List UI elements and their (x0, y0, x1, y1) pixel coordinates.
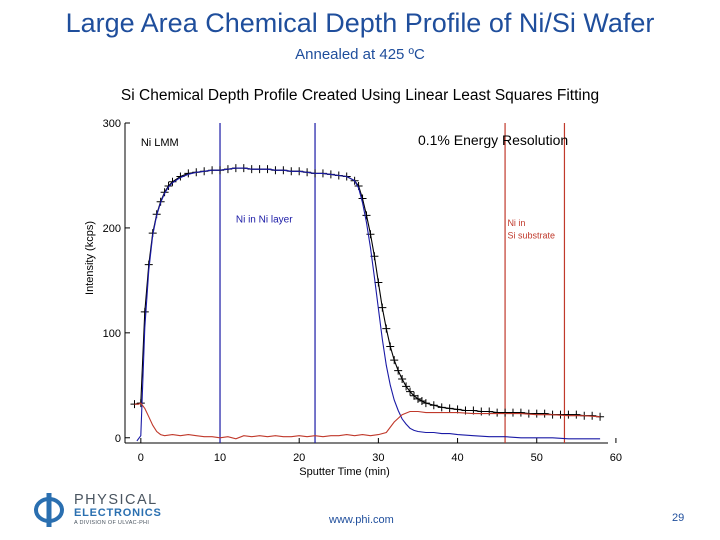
data-point-marker (398, 375, 407, 383)
data-point-marker (362, 211, 371, 220)
data-point-marker (390, 356, 399, 365)
depth-profile-chart: 0 100 200 300 0 10 20 30 40 50 60 Sputter Time (min… (84, 118, 622, 478)
chart-annotation: Ni LMM (141, 137, 179, 149)
data-point-marker (501, 408, 510, 417)
data-point-marker (386, 342, 395, 351)
data-point-marker (378, 303, 387, 312)
data-point-marker (406, 387, 415, 396)
data-point-marker (417, 397, 426, 406)
phi-logo: PHYSICAL ELECTRONICS A DIVISION OF ULVAC… (32, 492, 162, 528)
y-axis-label: Intensity (kcps) (84, 221, 96, 295)
data-point-marker (160, 188, 169, 197)
x-axis-label: Sputter Time (min) (299, 466, 389, 478)
logo-text-division: A DIVISION OF ULVAC-PHI (74, 520, 150, 526)
data-point-marker (572, 410, 581, 419)
chart-annotation: Si substrate (507, 230, 555, 240)
footer-url[interactable]: www.phi.com (329, 514, 394, 526)
chart-annotation: 0.1% Energy Resolution (418, 132, 568, 148)
series-line (134, 167, 601, 418)
y-tick-label: 300 (103, 118, 121, 130)
data-point-marker (421, 399, 430, 408)
data-point-marker (382, 324, 391, 333)
series-line (136, 167, 601, 442)
x-tick-label: 60 (610, 452, 622, 464)
data-point-marker (437, 403, 446, 412)
data-point-marker (402, 382, 411, 391)
x-tick-label: 30 (372, 452, 384, 464)
chart-title: Si Chemical Depth Profile Created Using … (120, 87, 600, 104)
data-point-marker (374, 278, 383, 287)
x-tick-label: 0 (138, 452, 144, 464)
data-point-marker (564, 410, 573, 419)
phi-logo-icon (34, 493, 64, 527)
slide-title: Large Area Chemical Depth Profile of Ni/… (65, 8, 655, 38)
x-tick-label: 10 (214, 452, 226, 464)
data-point-marker (168, 177, 177, 186)
x-tick-label: 40 (451, 452, 463, 464)
data-point-marker (485, 407, 494, 416)
y-tick-label: 0 (115, 433, 121, 445)
y-tick-label: 200 (103, 223, 121, 235)
data-point-marker (140, 307, 149, 316)
series-line (134, 402, 601, 440)
logo-text-physical: PHYSICAL (74, 492, 158, 508)
slide-subtitle: Annealed at 425 ºC (295, 46, 425, 63)
data-point-marker (445, 404, 454, 413)
chart-annotation: Ni in Ni layer (236, 215, 293, 226)
data-point-marker (429, 401, 438, 410)
data-point-marker (394, 366, 403, 375)
x-tick-label: 50 (531, 452, 543, 464)
x-tick-label: 20 (293, 452, 305, 464)
data-point-marker (493, 408, 502, 417)
y-tick-label: 100 (103, 328, 121, 340)
data-point-marker (516, 408, 525, 417)
logo-text-electronics: ELECTRONICS (74, 507, 162, 519)
data-point-marker (540, 409, 549, 418)
data-point-marker (413, 394, 422, 403)
data-point-marker (532, 409, 541, 418)
data-point-marker (508, 408, 517, 417)
data-point-marker (164, 181, 173, 190)
data-point-marker (477, 407, 486, 416)
page-number: 29 (672, 512, 685, 524)
chart-annotation: Ni in (507, 218, 525, 228)
